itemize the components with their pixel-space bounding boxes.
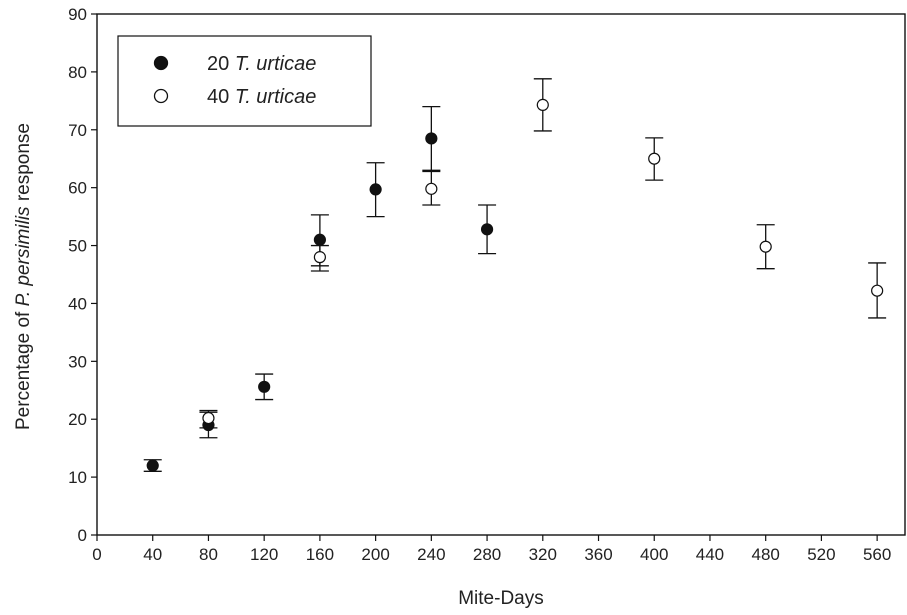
x-tick-label: 40 xyxy=(143,545,162,564)
data-point-filled xyxy=(146,459,159,472)
y-tick-label: 50 xyxy=(68,237,87,256)
data-point-filled xyxy=(425,132,438,145)
x-tick-label: 280 xyxy=(473,545,501,564)
y-axis-title-part: Percentage of xyxy=(13,306,34,430)
x-tick-label: 360 xyxy=(584,545,612,564)
x-tick-label: 200 xyxy=(361,545,389,564)
y-tick-label: 20 xyxy=(68,410,87,429)
y-tick-label: 60 xyxy=(68,179,87,198)
data-point-open xyxy=(871,284,884,297)
y-axis-ticks: 0 10 20 30 40 50 60 70 80 90 xyxy=(68,5,97,545)
y-tick-label: 30 xyxy=(68,352,87,371)
data-point-open xyxy=(759,240,772,253)
y-tick-label: 80 xyxy=(68,63,87,82)
y-axis-title-text: Percentage of P. persimilis response xyxy=(13,123,34,430)
x-tick-label: 240 xyxy=(417,545,445,564)
x-tick-label: 160 xyxy=(306,545,334,564)
legend-label: 20 T. urticae xyxy=(207,53,316,75)
x-tick-label: 320 xyxy=(529,545,557,564)
series-layer xyxy=(143,78,887,472)
data-point-filled xyxy=(258,380,271,393)
y-tick-label: 10 xyxy=(68,468,87,487)
y-axis-title: Percentage of P. persimilis response xyxy=(13,123,34,430)
plot-frame xyxy=(96,13,906,536)
data-point-open xyxy=(536,98,549,111)
data-point-filled xyxy=(313,233,326,246)
y-axis-title-part: P. persimilis xyxy=(13,206,34,306)
x-tick-label: 400 xyxy=(640,545,668,564)
series-2 xyxy=(199,78,887,429)
data-point-open xyxy=(648,152,661,165)
legend-label-count: 20 xyxy=(207,53,235,75)
data-point-open xyxy=(425,182,438,195)
y-tick-label: 0 xyxy=(78,526,87,545)
x-axis-title: Mite-Days xyxy=(458,588,544,609)
y-tick-label: 40 xyxy=(68,294,87,313)
legend-label-species: T. urticae xyxy=(235,53,317,75)
x-tick-label: 480 xyxy=(752,545,780,564)
legend-marker-filled xyxy=(153,55,169,71)
series-1 xyxy=(143,105,497,472)
x-tick-label: 0 xyxy=(92,545,101,564)
x-tick-label: 120 xyxy=(250,545,278,564)
legend-marker-open xyxy=(153,88,169,104)
data-point-open xyxy=(202,411,215,425)
y-tick-label: 90 xyxy=(68,5,87,24)
legend-label-species: T. urticae xyxy=(235,86,317,108)
data-point-filled xyxy=(369,183,382,196)
x-tick-label: 80 xyxy=(199,545,218,564)
data-point-filled xyxy=(480,223,494,236)
x-tick-label: 520 xyxy=(807,545,835,564)
legend-box xyxy=(117,35,372,127)
x-tick-label: 560 xyxy=(863,545,891,564)
data-point-open xyxy=(313,251,326,264)
y-axis-title-part: response xyxy=(13,123,34,206)
x-tick-label: 440 xyxy=(696,545,724,564)
x-axis-ticks: 0 40 80 120 160 200 240 280 320 360 400 440 480 520 56… xyxy=(92,535,891,564)
legend-label: 40 T. urticae xyxy=(207,86,316,108)
legend-label-count: 40 xyxy=(207,86,235,108)
y-tick-label: 70 xyxy=(68,121,87,140)
